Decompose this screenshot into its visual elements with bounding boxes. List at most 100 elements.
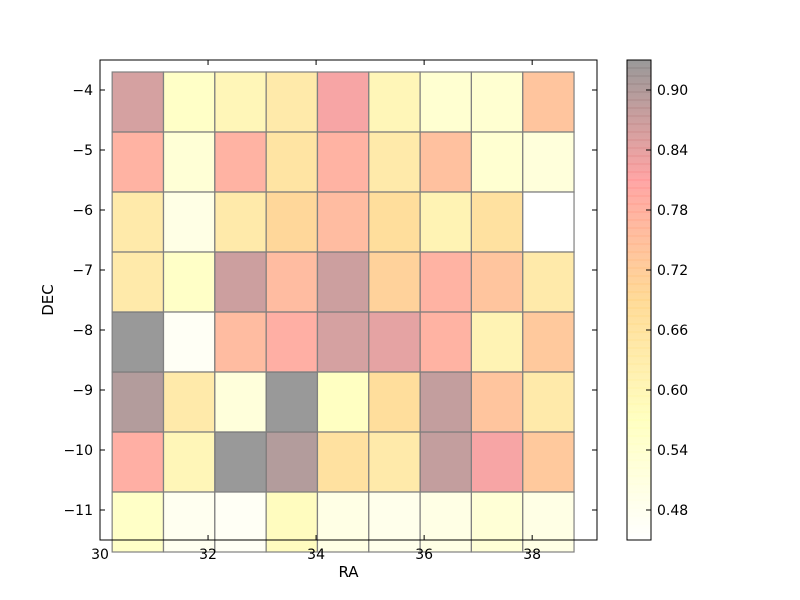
heatmap-cell (419, 191, 472, 253)
heatmap-cell (470, 491, 524, 553)
heatmap-cell (214, 491, 267, 553)
heatmap-cell (316, 491, 370, 553)
colorbar-frame (626, 59, 652, 541)
heatmap-cell (214, 311, 267, 373)
heatmap-cell (265, 311, 319, 373)
heatmap-cell (111, 71, 165, 133)
heatmap-cell (265, 491, 319, 553)
heatmap-cell (214, 131, 267, 193)
heatmap-cell (316, 371, 370, 433)
heatmap-cell (162, 431, 216, 493)
heatmap-cell (214, 251, 267, 313)
y-axis-label: DEC (39, 284, 57, 316)
heatmap-cell (214, 371, 267, 433)
heatmap-cell (368, 131, 421, 193)
heatmap-cell (470, 131, 524, 193)
heatmap-cell (111, 431, 165, 493)
heatmap-cell (368, 71, 421, 133)
heatmap-cell (316, 311, 370, 373)
heatmap-cell (316, 251, 370, 313)
colorbar-tick-label: 0.54 (657, 443, 688, 459)
heatmap-cell (522, 191, 575, 253)
y-tick-label: −10 (63, 443, 93, 459)
heatmap-cell (522, 71, 575, 133)
heatmap-cell (522, 371, 575, 433)
heatmap-cell (419, 131, 472, 193)
y-tick-label: −8 (72, 323, 93, 339)
colorbar-tick-label: 0.84 (657, 143, 688, 159)
heatmap-cell (316, 131, 370, 193)
heatmap-cell (162, 131, 216, 193)
heatmap-cell (470, 431, 524, 493)
heatmap-cell (111, 491, 165, 553)
heatmap-cell (162, 191, 216, 253)
heatmap-cell (162, 71, 216, 133)
colorbar-gradient (627, 60, 651, 540)
heatmap-cell (470, 71, 524, 133)
x-axis: 30 32 34 36 38 (91, 60, 541, 563)
heatmap-cell (111, 131, 165, 193)
heatmap-cell (162, 491, 216, 553)
heatmap-cell (111, 251, 165, 313)
heatmap-cell (162, 371, 216, 433)
heatmap-cell (214, 431, 267, 493)
heatmap-cell (265, 251, 319, 313)
x-axis-label: RA (338, 563, 359, 581)
plot-frame (99, 59, 598, 541)
heatmap-cell (111, 371, 165, 433)
heatmap-cell (522, 251, 575, 313)
colorbar-tick-label: 0.90 (657, 83, 688, 99)
y-tick-label: −9 (72, 383, 93, 399)
y-tick-label: −6 (72, 203, 93, 219)
x-tick-label: 36 (415, 547, 433, 563)
y-axis: −4 −5 −6 −7 −8 −9 −10 −11 (63, 83, 597, 519)
heatmap-cell (419, 311, 472, 373)
heatmap-cell (470, 191, 524, 253)
heatmap-cell (419, 71, 472, 133)
colorbar-tick-label: 0.72 (657, 263, 688, 279)
heatmap-cell (522, 491, 575, 553)
colorbar-tick-label: 0.66 (657, 323, 688, 339)
x-tick-label: 30 (91, 547, 109, 563)
heatmap-cell (368, 371, 421, 433)
heatmap-cell (368, 431, 421, 493)
heatmap-cell (316, 431, 370, 493)
heatmap-cell (522, 311, 575, 373)
y-tick-label: −4 (72, 83, 93, 99)
heatmap-cell (368, 311, 421, 373)
heatmap-cell (368, 491, 421, 553)
heatmap-cell (265, 71, 319, 133)
heatmap-cell (470, 311, 524, 373)
colorbar-tick-label: 0.78 (657, 203, 688, 219)
heatmap-cells (111, 71, 575, 553)
x-tick-label: 32 (199, 547, 217, 563)
heatmap-cell (368, 191, 421, 253)
heatmap-cell (316, 191, 370, 253)
heatmap-cell (265, 431, 319, 493)
colorbar-tick-label: 0.60 (657, 383, 688, 399)
x-tick-label: 38 (523, 547, 541, 563)
heatmap-cell (470, 251, 524, 313)
y-tick-label: −5 (72, 143, 93, 159)
heatmap-cell (162, 311, 216, 373)
y-tick-label: −11 (63, 503, 93, 519)
heatmap-cell (214, 191, 267, 253)
heatmap-cell (419, 431, 472, 493)
heatmap-cell (162, 251, 216, 313)
heatmap-cell (214, 71, 267, 133)
heatmap-cell (316, 71, 370, 133)
heatmap-cell (111, 311, 165, 373)
heatmap-cell (265, 191, 319, 253)
heatmap-cell (265, 371, 319, 433)
heatmap-cell (368, 251, 421, 313)
heatmap-cell (470, 371, 524, 433)
heatmap-cell (111, 191, 165, 253)
x-tick-label: 34 (307, 547, 325, 563)
heatmap-cell (419, 371, 472, 433)
y-tick-label: −7 (72, 263, 93, 279)
heatmap-cell (419, 251, 472, 313)
heatmap-cell (522, 431, 575, 493)
heatmap-cell (419, 491, 472, 553)
colorbar: 0.48 0.54 0.60 0.66 0.72 0.78 0.84 0.90 (626, 59, 688, 541)
